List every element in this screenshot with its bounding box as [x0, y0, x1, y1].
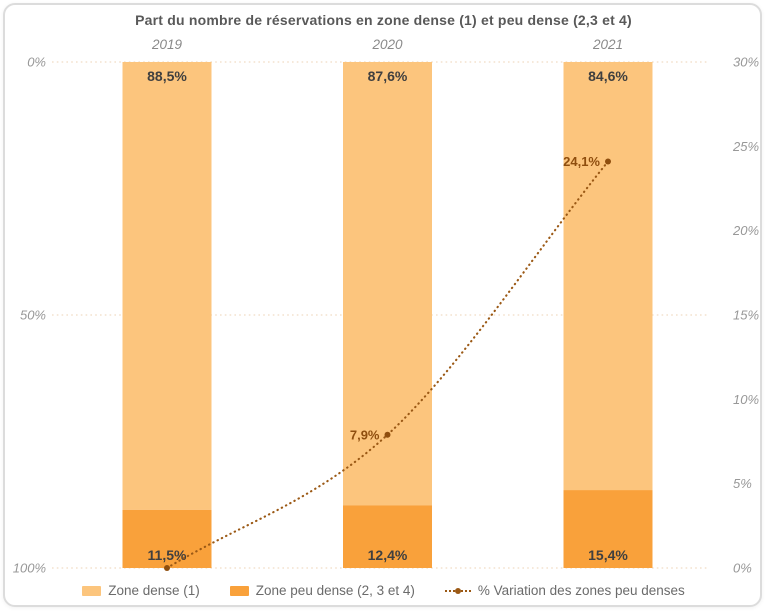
- bar-label-zone-dense: 87,6%: [368, 68, 408, 84]
- legend-label-zone-dense: Zone dense (1): [108, 583, 200, 598]
- right-axis-tick: 20%: [732, 223, 759, 238]
- legend-item-zone-peu-dense: Zone peu dense (2, 3 et 4): [229, 583, 415, 598]
- bar-segment-zone-peu-dense: [122, 509, 212, 568]
- bar-segment-zone-dense: [122, 62, 212, 510]
- right-axis-tick: 10%: [733, 392, 759, 407]
- bar-segment-zone-peu-dense: [343, 505, 432, 568]
- left-axis-tick: 50%: [20, 308, 46, 323]
- left-axis-tick: 100%: [13, 561, 46, 576]
- left-axis-tick: 0%: [27, 55, 46, 70]
- legend-item-zone-dense: Zone dense (1): [82, 583, 200, 598]
- bar-label-zone-dense: 88,5%: [147, 68, 187, 84]
- chart-title: Part du nombre de réservations en zone d…: [135, 12, 632, 28]
- variation-point-label: 24,1%: [563, 154, 600, 169]
- legend-label-zone-peu-dense: Zone peu dense (2, 3 et 4): [255, 583, 415, 598]
- variation-point: [384, 431, 391, 438]
- category-label: 2019: [151, 37, 183, 52]
- legend-swatch-zone-dense-icon: [82, 585, 102, 596]
- category-label: 2021: [592, 37, 623, 52]
- bar-label-zone-peu-dense: 12,4%: [368, 547, 408, 563]
- variation-point: [605, 158, 611, 165]
- bar-label-zone-peu-dense: 11,5%: [148, 547, 187, 563]
- legend-dotted-line-icon: [444, 586, 471, 596]
- bar-segment-zone-dense: [563, 62, 653, 491]
- bar-label-zone-peu-dense: 15,4%: [588, 547, 628, 563]
- right-axis-tick: 30%: [733, 55, 759, 70]
- variation-point: [164, 565, 170, 571]
- right-axis-tick: 0%: [733, 561, 752, 576]
- bar-segment-zone-peu-dense: [563, 490, 653, 568]
- variation-point-label: 7,9%: [350, 427, 380, 442]
- chart-legend: Zone dense (1) Zone peu dense (2, 3 et 4…: [0, 583, 767, 598]
- right-axis-tick: 15%: [733, 308, 759, 323]
- right-axis-tick: 25%: [732, 139, 759, 154]
- right-axis-tick: 5%: [733, 476, 752, 491]
- bar-label-zone-dense: 84,6%: [588, 68, 628, 84]
- legend-label-variation: % Variation des zones peu denses: [477, 583, 685, 598]
- legend-swatch-zone-peu-dense-icon: [229, 585, 249, 596]
- category-label: 2020: [371, 37, 403, 52]
- legend-item-variation: % Variation des zones peu denses: [444, 583, 685, 598]
- bar-segment-zone-dense: [343, 62, 432, 506]
